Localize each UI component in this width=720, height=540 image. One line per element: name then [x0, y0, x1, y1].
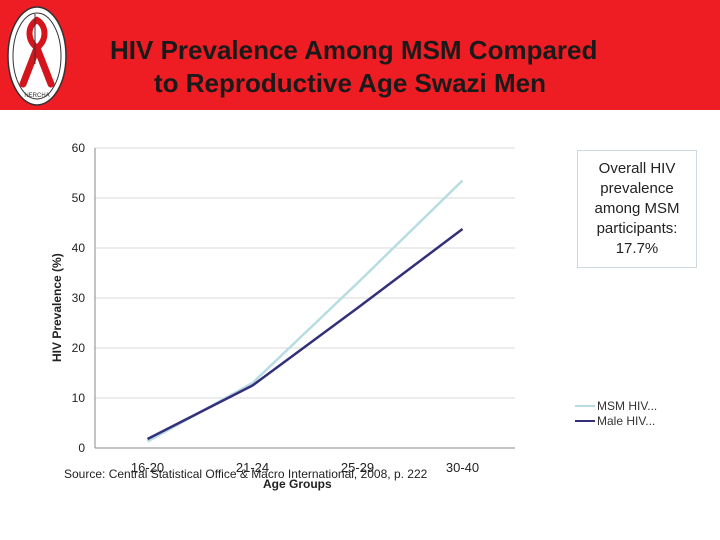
x-tick-label: 30-40: [446, 460, 479, 475]
legend-label-male: Male HIV...: [597, 413, 656, 428]
overall-prevalence-callout: Overall HIV prevalence among MSM partici…: [577, 150, 697, 268]
x-axis-label: Age Groups: [263, 477, 332, 491]
source-note: Source: Central Statistical Office & Mac…: [64, 467, 428, 481]
y-tick-label: 0: [78, 441, 85, 455]
series-line-male: [146, 228, 464, 441]
logo-text: NERCHA: [24, 93, 49, 99]
legend-item-msm: MSM HIV...: [575, 398, 657, 413]
title-line-1: HIV Prevalence Among MSM Compared: [110, 35, 598, 65]
legend-swatch-msm: [575, 404, 595, 407]
y-tick-label: 50: [72, 191, 86, 205]
y-tick-label: 30: [72, 291, 86, 305]
series-line-msm: [146, 179, 464, 443]
title-line-2: to Reproductive Age Swazi Men: [154, 68, 546, 98]
header-banner: [0, 0, 720, 110]
y-tick-label: 60: [72, 141, 86, 155]
callout-text: Overall HIV prevalence among MSM partici…: [594, 160, 680, 257]
legend-swatch-male: [575, 419, 595, 422]
slide-title: HIV Prevalence Among MSM Compared to Rep…: [110, 34, 715, 100]
legend-label-msm: MSM HIV...: [597, 398, 658, 413]
x-tick-label: 25-29: [341, 460, 374, 475]
y-tick-label: 40: [72, 241, 86, 255]
x-tick-label: 21-24: [236, 460, 269, 475]
nercha-logo: NERCHA: [7, 6, 67, 106]
y-axis-label: HIV Prevalence (%): [50, 253, 64, 362]
y-tick-label: 20: [72, 341, 86, 355]
legend-item-male: Male HIV...: [575, 413, 657, 428]
y-tick-label: 10: [72, 391, 86, 405]
chart-legend: MSM HIV... Male HIV...: [575, 398, 657, 428]
x-tick-label: 16-20: [131, 460, 164, 475]
